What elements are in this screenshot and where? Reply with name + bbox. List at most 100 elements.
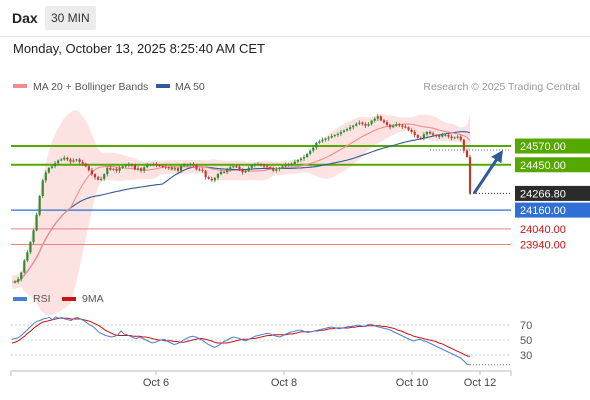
candle-body [355, 123, 358, 126]
candle-body [207, 177, 210, 179]
candle-body [100, 178, 103, 180]
candle-body [143, 167, 146, 171]
candle-body [302, 156, 306, 159]
candle-body [441, 135, 444, 137]
x-tick-label: Oct 8 [271, 377, 297, 389]
resistance-label-1-box [515, 138, 590, 154]
candle-body [66, 157, 69, 160]
candle-body [136, 168, 140, 170]
candle-body [183, 165, 186, 167]
candle-body [358, 122, 361, 124]
candle-body [278, 167, 281, 170]
candle-body [465, 150, 469, 157]
candle-body [321, 139, 324, 142]
legend-rsi-label: RSI [33, 293, 51, 305]
candle-body [124, 165, 127, 167]
candle-body [158, 165, 161, 167]
candle-body [87, 166, 90, 171]
candle-body [201, 169, 204, 171]
candle-body [428, 131, 432, 134]
candle-body [290, 163, 293, 165]
candle-body [284, 164, 287, 167]
resistance-label-2-box [515, 157, 590, 173]
candle-body [361, 122, 364, 124]
x-tick-label: Oct 10 [396, 377, 428, 389]
candle-body [385, 122, 389, 125]
candle-body [382, 120, 386, 123]
candle-body [379, 116, 382, 121]
candle-body [121, 166, 124, 168]
candle-body [90, 170, 93, 175]
candle-body [223, 171, 226, 173]
candle-body [69, 159, 72, 162]
candle-body [112, 168, 115, 170]
candle-body [213, 177, 216, 181]
candle-body [26, 252, 29, 261]
candle-body [241, 169, 244, 173]
candle-body [118, 167, 121, 171]
candle-body [318, 141, 321, 143]
bollinger-band-area [12, 110, 470, 316]
timeframe-button[interactable]: 30 MIN [45, 6, 96, 30]
support-label-3: 23940.00 [520, 239, 566, 251]
projection-arrow-shaft [472, 155, 501, 195]
rsi-tick-label-70: 70 [520, 320, 532, 332]
candle-body [253, 164, 256, 166]
candle-body [155, 164, 158, 166]
candle-body [333, 135, 336, 137]
candle-body [244, 170, 247, 173]
x-tick-label: Oct 6 [143, 377, 169, 389]
last-price-label: 24266.80 [520, 188, 566, 200]
credit-label: Research © 2025 Trading Central [423, 81, 580, 93]
legend-rsi-swatch [13, 297, 27, 301]
rsi-ma-line [11, 317, 471, 357]
candle-body [272, 168, 275, 171]
candle-body [389, 124, 392, 128]
candle-body [425, 131, 429, 135]
candle-body [41, 180, 44, 197]
candle-body [106, 167, 109, 175]
candle-body [192, 164, 195, 166]
candle-body [179, 166, 183, 171]
legend-9ma-swatch [62, 297, 76, 301]
candle-body [367, 124, 370, 126]
candle-body [232, 166, 235, 168]
candle-body [29, 242, 32, 253]
candle-body [75, 159, 78, 161]
candle-body [453, 137, 456, 139]
candle-body [140, 168, 143, 171]
candle-body [57, 160, 60, 164]
candle-body [81, 161, 84, 164]
candle-body [395, 124, 398, 126]
resistance-label-2: 24450.00 [520, 160, 566, 172]
candle-body [96, 177, 100, 180]
candle-body [269, 167, 272, 169]
candle-body [115, 168, 118, 171]
candle-body [47, 167, 50, 173]
candle-body [103, 174, 106, 179]
legend-ma50-swatch [156, 84, 170, 88]
candle-body [173, 168, 176, 170]
candle-body [167, 167, 170, 169]
candle-body [210, 178, 213, 181]
candle-body [401, 125, 404, 127]
candle-body [392, 125, 395, 128]
candle-body [130, 164, 133, 166]
candle-body [315, 142, 318, 148]
candle-body [324, 138, 327, 140]
candle-body [330, 136, 333, 138]
candle-body [306, 153, 309, 157]
candle-body [189, 164, 192, 166]
candle-body [195, 165, 198, 170]
candle-body [352, 125, 355, 128]
candle-body [127, 164, 130, 166]
last-price-label-box [515, 185, 590, 201]
candle-body [53, 163, 57, 167]
candle-body [17, 279, 20, 282]
projection-arrow-head [491, 150, 503, 164]
candle-body [259, 164, 263, 166]
candle-body [109, 167, 112, 170]
support-label-2: 24040.00 [520, 224, 566, 236]
candle-body [238, 166, 241, 170]
